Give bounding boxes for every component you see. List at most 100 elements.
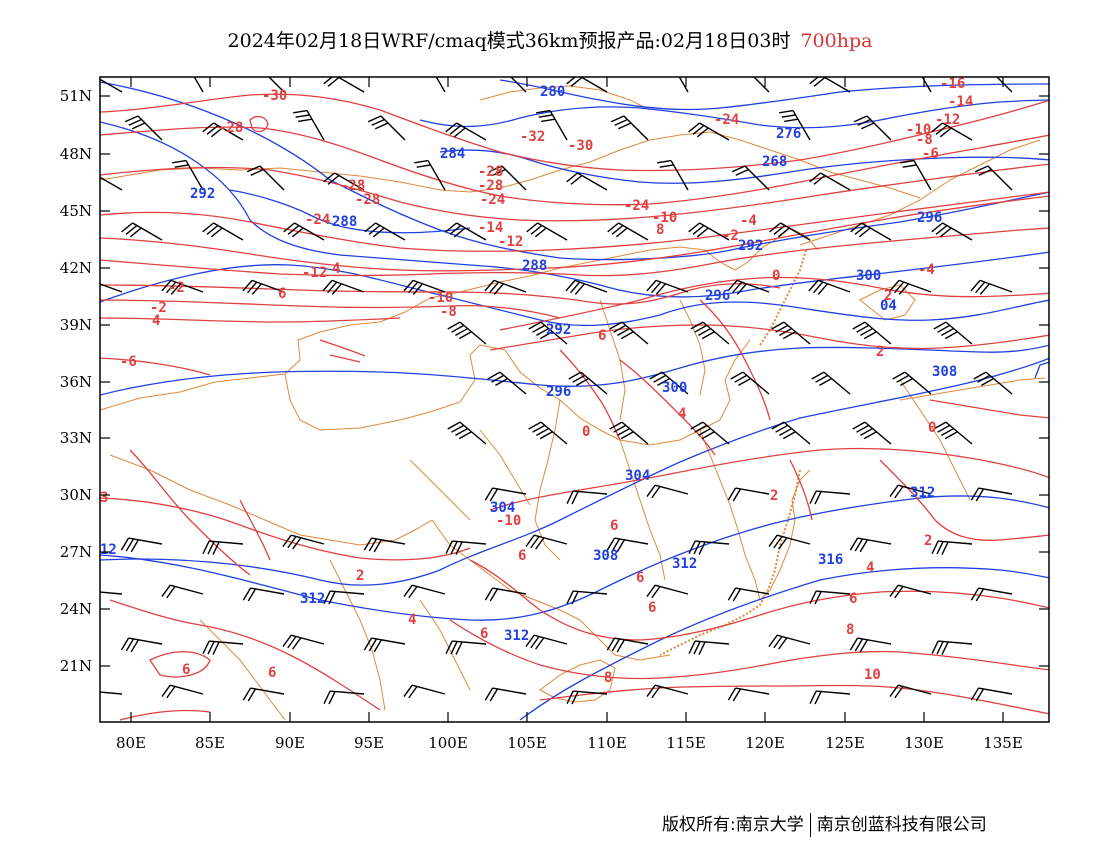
- temp-label: 0: [772, 268, 780, 284]
- temp-label: -2: [168, 280, 185, 296]
- wind-barb: [609, 321, 649, 345]
- wind-barb: [688, 222, 730, 241]
- height-label: 308: [593, 548, 618, 564]
- wind-barb: [526, 222, 568, 241]
- temp-label: -28: [478, 164, 503, 180]
- height-label: 284: [440, 146, 465, 162]
- temp-label: -14: [948, 94, 973, 110]
- height-label: 312: [910, 485, 935, 501]
- copyright-right: 南京创蓝科技有限公司: [816, 815, 987, 835]
- lon-tick-label: 100E: [428, 734, 468, 752]
- temp-label: -12: [935, 112, 960, 128]
- title-level: 700hpa: [800, 30, 873, 52]
- wind-barb: [811, 371, 851, 395]
- height-label: 300: [662, 380, 687, 396]
- wind-barb: [202, 540, 244, 555]
- height-label: 304: [490, 500, 515, 516]
- plot-area: 280 284 276 268 292 288 296 288 296 300 …: [100, 77, 1049, 721]
- wind-barb: [525, 634, 568, 650]
- lon-tick-label: 135E: [983, 734, 1023, 752]
- height-label: 292: [546, 322, 571, 338]
- wind-barb: [690, 421, 730, 445]
- wind-barb: [657, 159, 689, 191]
- height-label: 292: [190, 186, 215, 202]
- wind-barb: [609, 421, 649, 445]
- height-label-partial: 04: [880, 298, 897, 314]
- wind-barb: [367, 115, 406, 141]
- height-label: 288: [332, 214, 357, 230]
- temp-label: -12: [302, 265, 327, 281]
- wind-barb: [646, 279, 689, 295]
- height-contours: [100, 79, 1049, 721]
- temp-label: -8: [440, 304, 457, 320]
- height-label: 312: [504, 628, 529, 644]
- wind-barb: [809, 77, 851, 93]
- temp-label: -28: [340, 178, 365, 194]
- wind-barb: [850, 222, 892, 241]
- lon-tick-label: 80E: [116, 734, 146, 752]
- temp-label: -30: [262, 88, 287, 104]
- wind-barb: [808, 279, 851, 295]
- wind-barb: [120, 637, 163, 653]
- lat-tick-label: 51N: [60, 87, 92, 105]
- wind-barb: [931, 640, 973, 655]
- wind-barb: [363, 537, 406, 553]
- latitude-axis: 51N 48N 45N 42N 39N 36N 33N 30N 27N 24N 21N: [60, 87, 1049, 675]
- wind-barb: [970, 487, 1013, 502]
- temp-label: -24: [305, 212, 330, 228]
- wind-barb: [322, 279, 365, 295]
- wind-barb: [646, 484, 689, 499]
- temp-label: -6: [120, 354, 137, 370]
- title-main: 2024年02月18日WRF/cmaq模式36km预报产品:02月18日03时: [227, 30, 791, 52]
- wind-barb: [172, 159, 204, 191]
- temp-label: -8: [916, 132, 933, 148]
- temp-label: -2: [150, 300, 167, 316]
- wind-barb: [809, 172, 851, 191]
- wind-barb: [931, 222, 973, 241]
- wind-barb: [323, 690, 365, 705]
- temp-label-partial: 6: [610, 518, 618, 534]
- temp-label: -4: [740, 213, 757, 229]
- wind-barb: [447, 321, 487, 345]
- lon-tick-label: 130E: [904, 734, 944, 752]
- wind-barb: [445, 122, 487, 141]
- wind-barb: [120, 537, 163, 553]
- wind-barb: [688, 122, 730, 141]
- wind-barb: [484, 587, 527, 602]
- lon-tick-label: 120E: [745, 734, 785, 752]
- wind-barb: [809, 590, 851, 605]
- temp-label-partial: 8: [846, 622, 854, 638]
- wind-barb: [528, 321, 568, 345]
- temp-label-partial: 4: [866, 560, 874, 576]
- temp-label-partial: 8: [604, 670, 612, 686]
- wind-barb: [646, 684, 689, 699]
- wind-barb: [771, 421, 811, 445]
- wind-barb: [974, 165, 1013, 191]
- temp-label: -28: [218, 120, 243, 136]
- plot-frame: [99, 76, 1050, 723]
- wind-barb: [566, 172, 608, 191]
- wind-barb: [610, 115, 649, 141]
- temp-label-partial: 2: [770, 488, 778, 504]
- wind-barb: [202, 640, 244, 655]
- temp-label-partial: 4: [408, 612, 416, 628]
- wind-barb: [566, 77, 608, 93]
- map-title: 2024年02月18日WRF/cmaq模式36km预报产品:02月18日03时 7…: [0, 26, 1100, 53]
- wind-barb: [727, 687, 770, 702]
- temp-label: -12: [498, 234, 523, 250]
- longitude-axis: 80E 85E 90E 95E 100E 105E 110E 115E 120E 125E 130E…: [116, 77, 1023, 752]
- temp-label: -10: [428, 290, 453, 306]
- wind-barb: [771, 321, 811, 345]
- wind-barb: [731, 165, 770, 191]
- temp-label: -4: [918, 262, 935, 278]
- copyright-left: 版权所有:南京大学: [662, 815, 804, 835]
- temperature-labels: -30 -28 -32 -30 -24 -16 -14 -12 -10 -8 -…: [100, 77, 973, 686]
- temp-label-partial: 6: [278, 286, 286, 302]
- temp-label: -2: [722, 228, 739, 244]
- wind-barb: [566, 690, 608, 705]
- temp-label-partial: 4: [332, 261, 340, 277]
- wind-barb: [849, 537, 892, 553]
- temp-label-partial: 6: [480, 626, 488, 642]
- wind-barb: [900, 159, 932, 191]
